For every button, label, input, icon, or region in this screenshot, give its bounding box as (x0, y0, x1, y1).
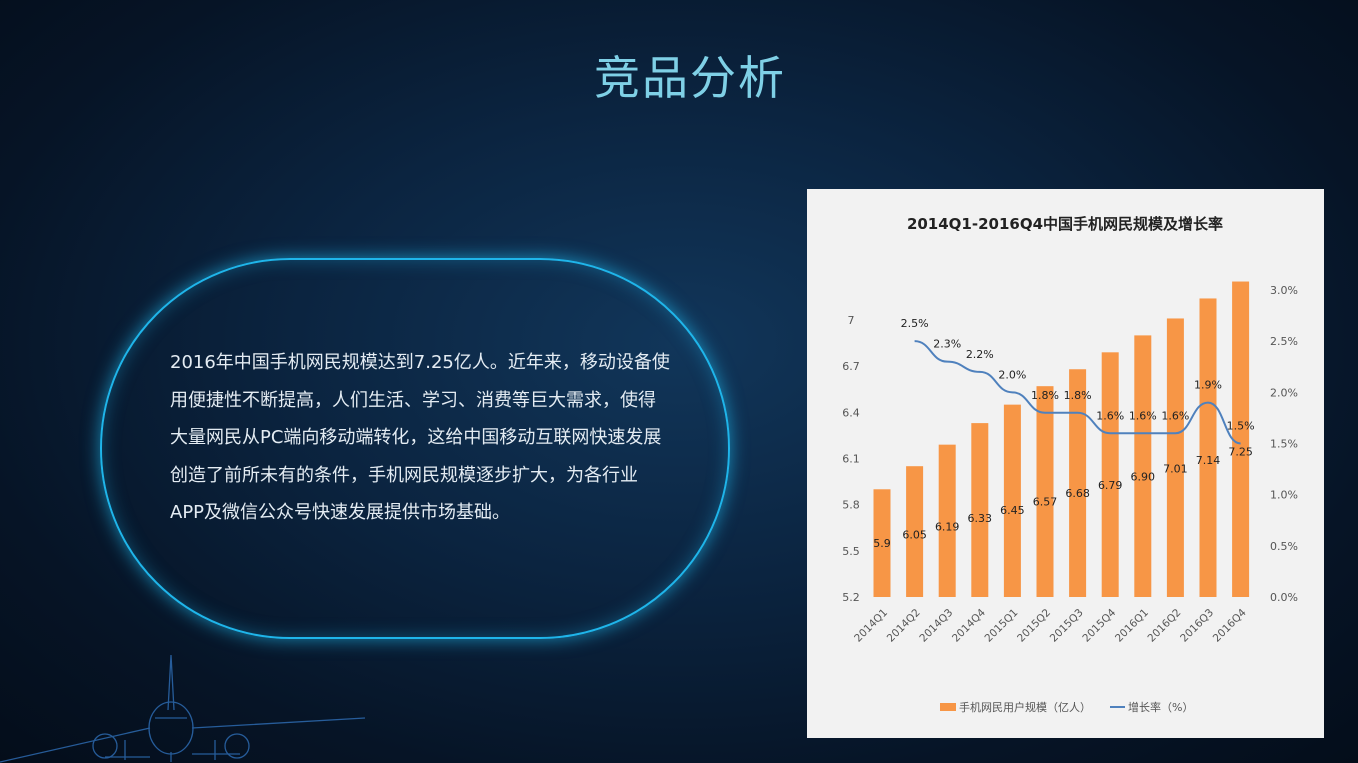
bar-data-label: 6.68 (1065, 487, 1090, 500)
bar (873, 489, 891, 597)
x-tick-label: 2016Q1 (1113, 607, 1151, 645)
line-data-label: 1.9% (1194, 379, 1222, 392)
x-tick-label: 2015Q3 (1048, 607, 1086, 645)
bar (1069, 369, 1087, 597)
chart-panel: 2014Q1-2016Q4中国手机网民规模及增长率 5.2 5.5 5.8 6.1 6.… (807, 189, 1324, 738)
line-data-label: 1.6% (1129, 409, 1157, 422)
y-left-tick-label: 6.7 (842, 360, 860, 373)
legend-swatch-bar (940, 703, 956, 711)
bar-data-label: 7.14 (1196, 454, 1221, 467)
y-right-tick-label: 0.0% (1270, 591, 1298, 604)
y-right-tick-label: 1.0% (1270, 489, 1298, 502)
bar (1101, 352, 1119, 597)
text-frame (100, 258, 730, 639)
bar (1232, 281, 1250, 597)
y-left-tick-label: 5.2 (842, 591, 860, 604)
y-left-tick-label: 6.1 (842, 453, 860, 466)
x-tick-label: 2014Q1 (852, 607, 890, 645)
line-data-label: 1.8% (1064, 389, 1092, 402)
bar (938, 444, 956, 597)
x-tick-label: 2015Q2 (1015, 607, 1053, 645)
bar (971, 423, 989, 597)
bar-data-label: 6.33 (968, 512, 993, 525)
bar-data-label: 6.19 (935, 520, 960, 533)
growth-rate-line (914, 340, 1241, 445)
y-right-tick-label: 2.5% (1270, 335, 1298, 348)
y-left-tick-label: 6.4 (842, 406, 860, 419)
line-data-label: 1.6% (1161, 409, 1189, 422)
bar-data-label: 6.57 (1033, 496, 1058, 509)
bar-data-label: 6.90 (1131, 471, 1156, 484)
legend-label-line: 增长率（%） (1128, 700, 1193, 714)
bar (1003, 404, 1021, 597)
line-data-label: 1.5% (1227, 420, 1255, 433)
line-data-label: 2.3% (933, 338, 961, 351)
bar (1036, 386, 1054, 597)
x-tick-label: 2015Q4 (1080, 606, 1118, 644)
description-text: 2016年中国手机网民规模达到7.25亿人。近年来，移动设备使用便捷性不断提高，… (170, 352, 670, 523)
airplane-icon (0, 654, 366, 763)
line-data-label: 2.5% (901, 317, 929, 330)
chart-title: 2014Q1-2016Q4中国手机网民规模及增长率 (907, 215, 1223, 233)
x-tick-label: 2015Q1 (983, 607, 1021, 645)
bar-data-label: 7.01 (1163, 462, 1188, 475)
y-right-tick-label: 2.0% (1270, 386, 1298, 399)
line-data-label: 1.6% (1096, 409, 1124, 422)
bar (1199, 298, 1217, 597)
line-data-label: 2.2% (966, 348, 994, 361)
bar-data-label: 6.79 (1098, 479, 1123, 492)
line-data-label: 2.0% (998, 368, 1026, 381)
x-tick-label: 2014Q4 (950, 606, 988, 644)
slide-title: 竞品分析 (594, 51, 786, 105)
x-tick-label: 2016Q4 (1211, 606, 1249, 644)
bar (1134, 335, 1152, 597)
bar-data-label: 7.25 (1228, 446, 1253, 459)
chart: 2014Q1-2016Q4中国手机网民规模及增长率 5.2 5.5 5.8 6.1 6.… (842, 215, 1298, 714)
bar-data-label: 5.9 (873, 537, 891, 550)
y-right-tick-label: 1.5% (1270, 438, 1298, 451)
legend-label-bar: 手机网民用户规模（亿人） (959, 700, 1091, 714)
bar-data-label: 6.05 (902, 529, 927, 542)
y-right-tick-label: 3.0% (1270, 284, 1298, 297)
bar-data-label: 6.45 (1000, 504, 1025, 517)
bar (906, 466, 924, 597)
x-tick-label: 2014Q3 (917, 607, 955, 645)
bar (1166, 318, 1184, 597)
legend: 手机网民用户规模（亿人） 增长率（%） (940, 700, 1193, 714)
y-left-tick-label: 7 (848, 314, 855, 327)
y-left-tick-label: 5.8 (842, 499, 860, 512)
x-tick-label: 2016Q2 (1146, 607, 1184, 645)
y-right-tick-label: 0.5% (1270, 540, 1298, 553)
line-data-label: 1.8% (1031, 389, 1059, 402)
x-tick-label: 2014Q2 (885, 607, 923, 645)
y-left-tick-label: 5.5 (842, 545, 860, 558)
x-tick-label: 2016Q3 (1178, 607, 1216, 645)
